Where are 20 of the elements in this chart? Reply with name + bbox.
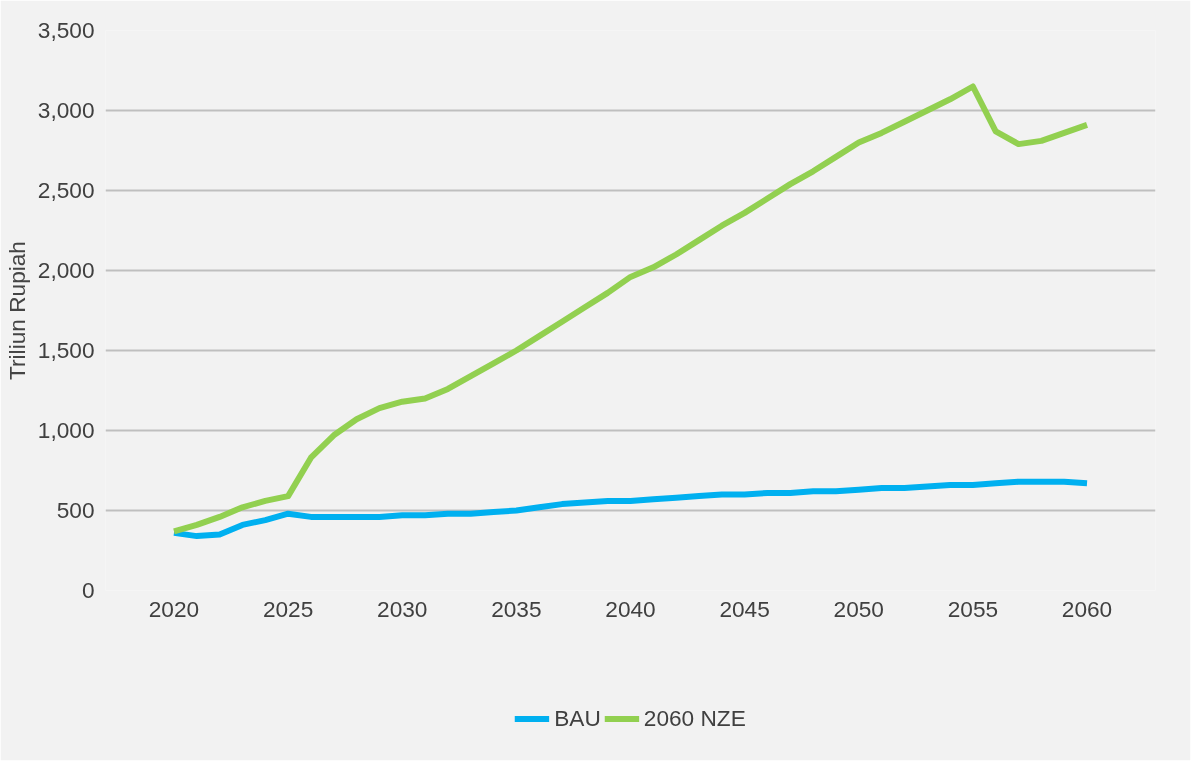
legend-label: BAU xyxy=(554,704,601,732)
y-tick-label: 1,000 xyxy=(37,417,95,443)
x-tick-label: 2030 xyxy=(377,595,428,622)
x-tick-label: 2040 xyxy=(605,595,656,622)
y-tick-label: 2,000 xyxy=(37,257,95,283)
y-tick-label: 0 xyxy=(81,577,95,603)
x-tick-label: 2045 xyxy=(719,595,770,622)
y-tick-label: 1,500 xyxy=(37,337,95,363)
y-tick-label: 3,000 xyxy=(37,97,95,123)
x-tick-label: 2050 xyxy=(833,595,884,622)
y-tick-label: 2,500 xyxy=(37,177,95,203)
x-tick-label: 2055 xyxy=(947,595,999,622)
y-tick-label: 500 xyxy=(56,497,95,523)
y-axis-title: Triliun Rupiah xyxy=(3,241,30,380)
legend-label: 2060 NZE xyxy=(643,704,746,732)
y-tick-label: 3,500 xyxy=(37,17,95,43)
x-tick-label: 2035 xyxy=(491,595,542,622)
x-tick-label: 2020 xyxy=(148,595,200,622)
x-tick-label: 2060 xyxy=(1061,595,1113,622)
x-tick-label: 2025 xyxy=(262,595,314,622)
